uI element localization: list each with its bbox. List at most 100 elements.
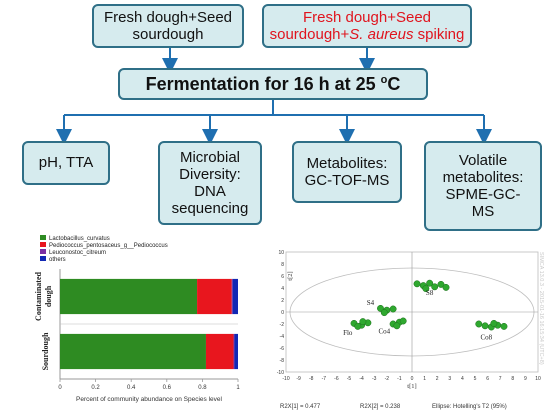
bar-x-tick-label-3: 0.6 bbox=[163, 385, 172, 391]
output-box-metabolites-line1: Metabolites: bbox=[306, 154, 388, 172]
scatter-x-tick-label-13: 3 bbox=[448, 376, 451, 382]
scatter-x-tick-label-14: 4 bbox=[461, 376, 464, 382]
scatter-group-label-co4: Co4 bbox=[378, 328, 390, 336]
input-box-control: Fresh dough+Seed sourdough bbox=[92, 4, 244, 48]
bar-segment-1-1 bbox=[205, 333, 234, 370]
scatter-watermark: SIMCA 13.0.3 - 2015-01-16 16:15:34 (UTC+… bbox=[538, 252, 544, 365]
input-box-spiked-line2-c: spiking bbox=[413, 26, 465, 43]
process-box-unit: C bbox=[387, 73, 401, 94]
scatter-x-tick-label-3: -7 bbox=[322, 376, 327, 382]
bar-x-tick-label-4: 0.8 bbox=[198, 385, 207, 391]
output-box-microbial-line4: sequencing bbox=[171, 200, 249, 218]
process-box-main: Fermentation for 16 h at 25 bbox=[145, 73, 381, 94]
bar-segment-1-0 bbox=[60, 333, 206, 370]
scatter-point-0 bbox=[413, 280, 421, 288]
process-box-degree: o bbox=[380, 73, 388, 86]
output-box-volatile-line1: Volatile bbox=[458, 151, 508, 169]
bar-x-tick-label-5: 1 bbox=[236, 385, 240, 391]
process-box-label: Fermentation for 16 h at 25 oC bbox=[146, 74, 401, 95]
legend-swatch-0 bbox=[40, 235, 46, 240]
scatter-x-axis-label: t[1] bbox=[407, 383, 416, 390]
bar-x-tick-label-1: 0.2 bbox=[91, 385, 100, 391]
bar-x-axis-label: Percent of community abundance on Specie… bbox=[76, 396, 223, 403]
output-box-metabolites: Metabolites: GC-TOF-MS bbox=[292, 141, 402, 203]
bar-category-text-0-b: dough bbox=[44, 285, 53, 307]
scatter-x-tick-label-7: -3 bbox=[372, 376, 377, 382]
output-box-volatile-line3: SPME-GC- bbox=[445, 186, 521, 203]
input-box-spiked-organism: S. aureus bbox=[349, 26, 414, 43]
scatter-x-tick-label-17: 7 bbox=[499, 376, 502, 382]
legend-swatch-3 bbox=[40, 256, 46, 261]
scatter-x-tick-label-2: -8 bbox=[309, 376, 314, 382]
output-box-ph-tta-line1: pH, TTA bbox=[38, 154, 94, 172]
legend-label-3: others bbox=[49, 257, 66, 263]
scatter-footer-ellipse: Ellipse: Hotelling's T2 (95%) bbox=[432, 404, 507, 410]
input-box-spiked-line2: sourdough+S. aureus spiking bbox=[270, 26, 465, 43]
bar-category-text-0-a: Contaminated bbox=[34, 272, 43, 321]
scatter-y-tick-label-7: 4 bbox=[281, 286, 284, 292]
input-box-control-line2: sourdough bbox=[132, 26, 204, 43]
scatter-y-tick-label-4: -2 bbox=[280, 322, 285, 328]
scatter-x-tick-label-10: 0 bbox=[411, 376, 414, 382]
output-box-volatile: Volatile metabolites: SPME-GC- MS bbox=[424, 141, 542, 231]
bar-x-tick-label-2: 0.4 bbox=[127, 385, 136, 391]
bar-segment-0-3 bbox=[232, 278, 238, 315]
output-box-microbial-diversity: Microbial Diversity: DNA sequencing bbox=[158, 141, 262, 225]
stacked-bar-chart: Lactobacillus_curvatusPediococcus_pentos… bbox=[34, 235, 240, 403]
bar-x-tick-label-0: 0 bbox=[58, 385, 62, 391]
scatter-x-tick-label-18: 8 bbox=[511, 376, 514, 382]
scatter-y-tick-label-5: 0 bbox=[281, 310, 284, 316]
legend-label-2: Leuconostoc_citreum bbox=[49, 250, 106, 256]
output-box-microbial-line1: Microbial bbox=[179, 148, 240, 166]
bar-category-label-1: Sourdough bbox=[41, 332, 50, 370]
scatter-x-tick-label-5: -5 bbox=[347, 376, 352, 382]
input-box-control-line1: Fresh dough+Seed bbox=[103, 8, 232, 26]
process-box-fermentation: Fermentation for 16 h at 25 oC bbox=[118, 68, 428, 100]
bar-segment-1-3 bbox=[234, 333, 238, 370]
output-box-metabolites-line2: GC-TOF-MS bbox=[304, 172, 390, 189]
bar-segment-1-2 bbox=[233, 333, 235, 370]
scatter-y-tick-label-9: 8 bbox=[281, 262, 284, 268]
scatter-group-label-flo: Flo bbox=[343, 329, 353, 337]
scatter-y-tick-label-1: -8 bbox=[280, 358, 285, 364]
input-box-spiked-line1: Fresh dough+Seed bbox=[302, 8, 431, 26]
input-box-spiked: Fresh dough+Seed sourdough+S. aureus spi… bbox=[262, 4, 472, 48]
scatter-y-tick-label-3: -4 bbox=[280, 334, 285, 340]
scatter-x-tick-label-0: -10 bbox=[282, 376, 289, 382]
scatter-point-18 bbox=[399, 317, 407, 325]
scatter-point-5 bbox=[442, 283, 450, 291]
scatter-point-25 bbox=[490, 319, 498, 327]
output-box-ph-tta: pH, TTA bbox=[22, 141, 110, 185]
scatter-point-15 bbox=[354, 322, 362, 330]
scatter-x-tick-label-8: -2 bbox=[385, 376, 390, 382]
scatter-point-21 bbox=[481, 322, 489, 330]
output-box-microbial-line3: DNA bbox=[194, 183, 226, 200]
scatter-x-tick-label-6: -4 bbox=[359, 376, 364, 382]
scatter-point-9 bbox=[389, 305, 397, 313]
scatter-y-tick-label-10: 10 bbox=[278, 250, 284, 256]
legend-label-1: Pediococcus_pentosaceus_g__Pediococcus bbox=[49, 243, 168, 249]
bar-category-text-1: Sourdough bbox=[41, 332, 50, 370]
scatter-point-10 bbox=[380, 309, 388, 317]
scatter-point-4 bbox=[437, 280, 445, 288]
scatter-x-tick-label-19: 9 bbox=[524, 376, 527, 382]
scatter-x-tick-label-4: -6 bbox=[334, 376, 339, 382]
scatter-y-tick-label-8: 6 bbox=[281, 274, 284, 280]
scatter-point-19 bbox=[393, 322, 401, 330]
bar-category-label-0: Contaminated dough bbox=[34, 272, 53, 321]
scatter-point-20 bbox=[475, 320, 483, 328]
scatter-group-label-s8: S8 bbox=[426, 289, 434, 297]
input-box-spiked-line2-a: sourdough+ bbox=[269, 26, 350, 43]
bar-segment-0-2 bbox=[231, 278, 233, 315]
output-box-microbial-line2: Diversity: bbox=[179, 165, 241, 183]
scatter-y-tick-label-6: 2 bbox=[281, 298, 284, 304]
scatter-point-6 bbox=[422, 285, 430, 293]
bar-segment-0-0 bbox=[60, 278, 198, 315]
scatter-x-tick-label-1: -9 bbox=[296, 376, 301, 382]
scatter-group-label-s4: S4 bbox=[367, 299, 375, 307]
legend-swatch-2 bbox=[40, 249, 46, 254]
scatter-group-label-co8: Co8 bbox=[481, 334, 493, 342]
scatter-point-3 bbox=[431, 283, 439, 291]
